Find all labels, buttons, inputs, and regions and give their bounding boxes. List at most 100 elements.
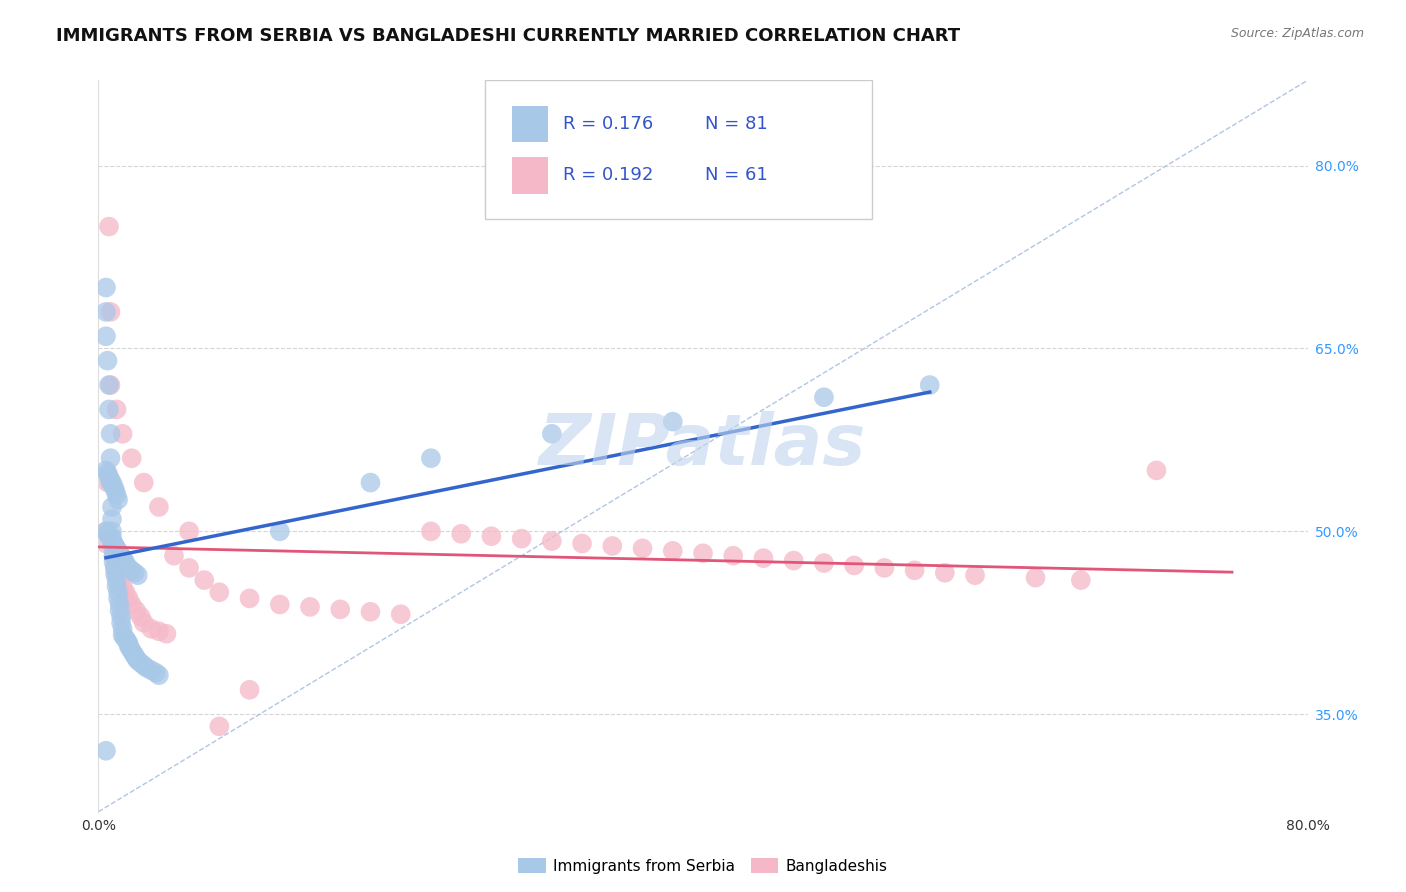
Point — [98, 529, 121, 543]
Text: N = 61: N = 61 — [706, 167, 768, 185]
Point — [114, 556, 136, 570]
Point — [96, 466, 118, 480]
Point — [918, 378, 941, 392]
Point — [208, 719, 231, 733]
Text: N = 81: N = 81 — [706, 115, 768, 133]
Point — [752, 551, 775, 566]
Point — [124, 566, 146, 580]
Point — [103, 479, 125, 493]
Point — [571, 536, 593, 550]
Point — [98, 219, 121, 234]
Point — [98, 402, 121, 417]
Point — [329, 602, 352, 616]
Point — [118, 561, 141, 575]
Point — [104, 483, 127, 497]
Point — [813, 556, 835, 570]
Point — [193, 573, 215, 587]
Point — [1024, 571, 1046, 585]
Point — [101, 536, 124, 550]
Point — [132, 615, 155, 630]
Point — [844, 558, 866, 573]
Point — [125, 651, 148, 665]
Point — [100, 305, 122, 319]
Point — [122, 646, 145, 660]
Point — [110, 615, 132, 630]
Point — [121, 644, 143, 658]
Point — [141, 622, 163, 636]
Point — [111, 622, 134, 636]
Point — [269, 524, 291, 539]
Point — [692, 546, 714, 560]
Point — [104, 561, 127, 575]
Point — [101, 524, 124, 539]
Point — [98, 378, 121, 392]
Point — [661, 415, 683, 429]
Text: ZIPatlas: ZIPatlas — [540, 411, 866, 481]
Point — [94, 524, 117, 539]
Bar — [512, 157, 548, 194]
Point — [101, 512, 124, 526]
Point — [94, 524, 117, 539]
Point — [904, 563, 927, 577]
Point — [120, 641, 142, 656]
Point — [389, 607, 412, 622]
Point — [179, 561, 201, 575]
Point — [114, 632, 136, 646]
Point — [148, 668, 170, 682]
Point — [481, 529, 503, 543]
Point — [420, 524, 443, 539]
Point — [105, 567, 128, 582]
Point — [450, 526, 472, 541]
Point — [269, 598, 291, 612]
Point — [631, 541, 654, 556]
Point — [125, 603, 148, 617]
Point — [107, 544, 129, 558]
Point — [96, 353, 118, 368]
Point — [360, 475, 382, 490]
Point — [111, 551, 134, 566]
Point — [510, 532, 533, 546]
Point — [163, 549, 186, 563]
Point — [129, 609, 152, 624]
Point — [299, 599, 322, 614]
Point — [124, 648, 146, 663]
Point — [661, 544, 683, 558]
Point — [107, 591, 129, 606]
Point — [100, 451, 122, 466]
Point — [108, 603, 131, 617]
Point — [118, 591, 141, 606]
Point — [105, 573, 128, 587]
FancyBboxPatch shape — [485, 80, 872, 219]
Point — [111, 579, 134, 593]
Point — [420, 451, 443, 466]
Point — [132, 475, 155, 490]
Point — [94, 744, 117, 758]
Point — [96, 526, 118, 541]
Point — [783, 553, 806, 567]
Point — [934, 566, 956, 580]
Point — [100, 532, 122, 546]
Point — [94, 329, 117, 343]
Point — [101, 500, 124, 514]
Point — [103, 555, 125, 569]
Point — [103, 549, 125, 563]
Point — [115, 634, 138, 648]
Text: Source: ZipAtlas.com: Source: ZipAtlas.com — [1230, 27, 1364, 40]
Point — [118, 636, 141, 650]
Point — [107, 585, 129, 599]
Point — [121, 451, 143, 466]
Point — [94, 463, 117, 477]
Point — [118, 639, 141, 653]
Point — [145, 665, 167, 680]
Point — [105, 541, 128, 556]
Point — [141, 663, 163, 677]
Point — [114, 585, 136, 599]
Point — [103, 542, 125, 557]
Point — [121, 563, 143, 577]
Point — [360, 605, 382, 619]
Point — [132, 658, 155, 673]
Point — [112, 553, 135, 567]
Point — [104, 567, 127, 582]
Point — [239, 591, 262, 606]
Bar — [512, 106, 548, 143]
